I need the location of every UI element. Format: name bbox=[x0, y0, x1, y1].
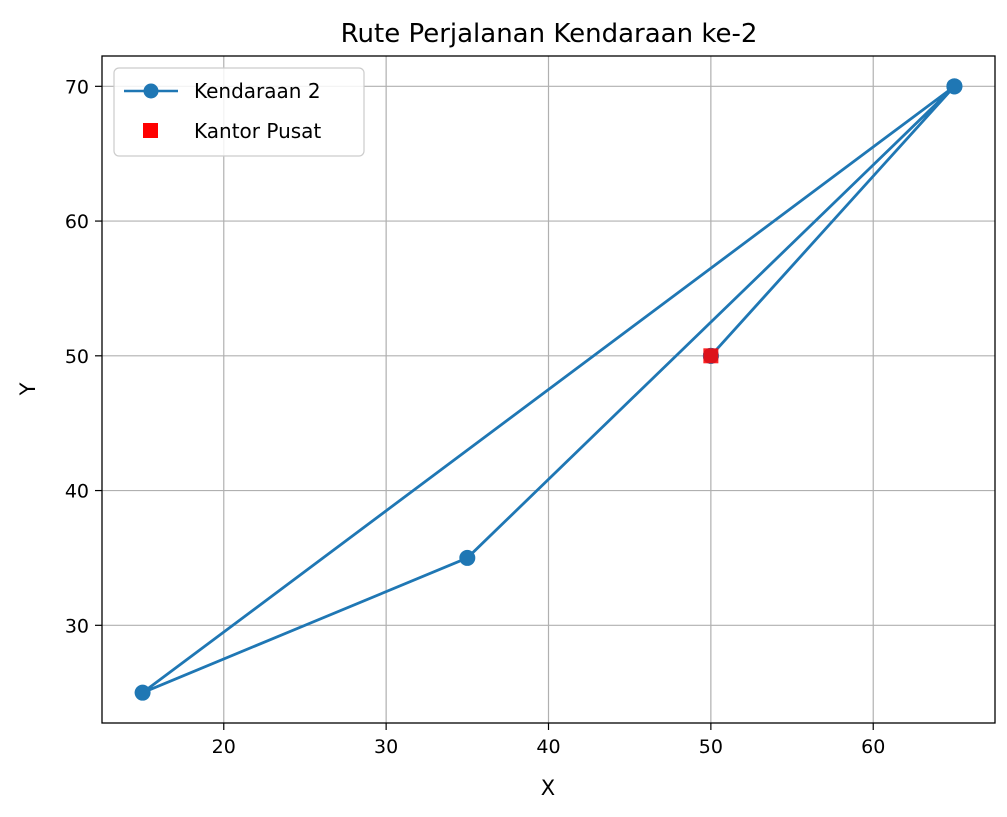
y-tick-label: 70 bbox=[65, 76, 89, 98]
legend-label-kendaraan-2: Kendaraan 2 bbox=[194, 79, 321, 103]
chart-title: Rute Perjalanan Kendaraan ke-2 bbox=[341, 19, 758, 49]
series-point-kendaraan-2 bbox=[459, 549, 476, 566]
series-point-kendaraan-2 bbox=[946, 78, 963, 95]
y-axis-label: Y bbox=[16, 382, 40, 396]
axis-ticks: 20 30 40 50 60 30 40 50 60 70 bbox=[65, 76, 886, 758]
series-point-kendaraan-2 bbox=[134, 684, 151, 701]
x-tick-label: 50 bbox=[699, 736, 723, 758]
x-axis-label: X bbox=[541, 776, 555, 800]
legend-entry-kantor-pusat: Kantor Pusat bbox=[143, 119, 321, 143]
legend-label-kantor-pusat: Kantor Pusat bbox=[194, 119, 321, 143]
grid-lines bbox=[102, 56, 995, 723]
x-tick-label: 20 bbox=[212, 736, 236, 758]
legend-entry-kendaraan-2: Kendaraan 2 bbox=[124, 79, 321, 103]
legend: Kendaraan 2 Kantor Pusat bbox=[113, 67, 365, 157]
series-point-kantor-pusat bbox=[703, 348, 719, 364]
y-tick-label: 60 bbox=[65, 211, 89, 233]
y-tick-label: 50 bbox=[65, 346, 89, 368]
x-tick-label: 60 bbox=[861, 736, 885, 758]
x-tick-label: 30 bbox=[374, 736, 398, 758]
plot-frame bbox=[101, 55, 996, 724]
series-line-kendaraan-2 bbox=[141, 84, 956, 695]
x-tick-label: 40 bbox=[536, 736, 560, 758]
y-tick-label: 40 bbox=[65, 481, 89, 503]
y-tick-label: 30 bbox=[65, 615, 89, 637]
legend-marker-kendaraan-2 bbox=[143, 83, 159, 99]
legend-marker-kantor-pusat bbox=[143, 123, 158, 138]
series-layer bbox=[134, 78, 963, 701]
